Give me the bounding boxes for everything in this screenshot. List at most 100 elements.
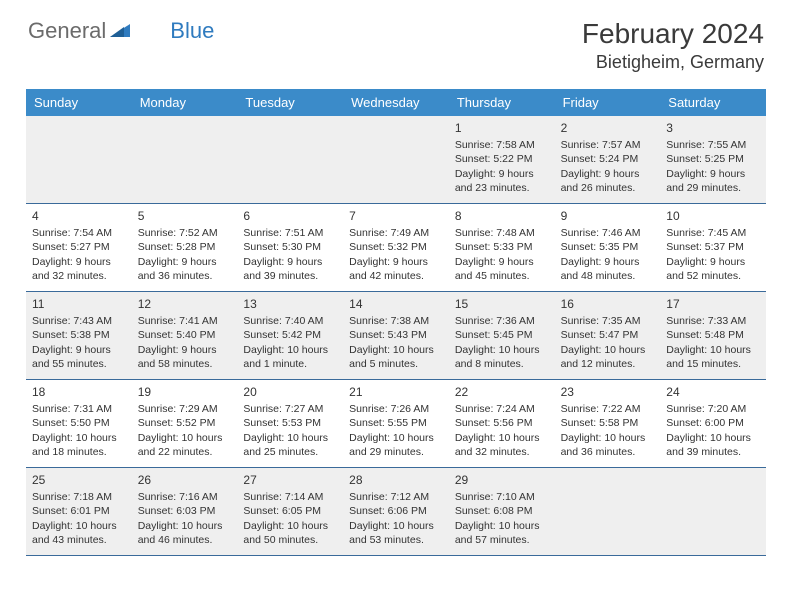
day-number: 4 [32, 208, 126, 224]
sunset-line: Sunset: 5:37 PM [666, 240, 760, 254]
daylight-line: Daylight: 10 hours and 25 minutes. [243, 431, 337, 459]
sunrise-line: Sunrise: 7:45 AM [666, 226, 760, 240]
calendar-cell: 5Sunrise: 7:52 AMSunset: 5:28 PMDaylight… [132, 204, 238, 292]
calendar-cell: 27Sunrise: 7:14 AMSunset: 6:05 PMDayligh… [237, 468, 343, 556]
sunset-line: Sunset: 5:45 PM [455, 328, 549, 342]
logo-text-general: General [28, 18, 106, 44]
daylight-line: Daylight: 10 hours and 18 minutes. [32, 431, 126, 459]
calendar-cell: 26Sunrise: 7:16 AMSunset: 6:03 PMDayligh… [132, 468, 238, 556]
sunset-line: Sunset: 5:53 PM [243, 416, 337, 430]
calendar-cell: 4Sunrise: 7:54 AMSunset: 5:27 PMDaylight… [26, 204, 132, 292]
calendar-cell: 29Sunrise: 7:10 AMSunset: 6:08 PMDayligh… [449, 468, 555, 556]
sunrise-line: Sunrise: 7:57 AM [561, 138, 655, 152]
logo-triangle-icon [110, 21, 130, 42]
day-number: 2 [561, 120, 655, 136]
title-block: February 2024 Bietigheim, Germany [582, 18, 764, 73]
day-number: 18 [32, 384, 126, 400]
daylight-line: Daylight: 9 hours and 52 minutes. [666, 255, 760, 283]
daylight-line: Daylight: 10 hours and 1 minute. [243, 343, 337, 371]
sunrise-line: Sunrise: 7:41 AM [138, 314, 232, 328]
location-label: Bietigheim, Germany [582, 52, 764, 73]
week-row: 11Sunrise: 7:43 AMSunset: 5:38 PMDayligh… [26, 292, 766, 380]
daylight-line: Daylight: 10 hours and 46 minutes. [138, 519, 232, 547]
sunrise-line: Sunrise: 7:29 AM [138, 402, 232, 416]
calendar-cell: 18Sunrise: 7:31 AMSunset: 5:50 PMDayligh… [26, 380, 132, 468]
logo-text-blue: Blue [170, 18, 214, 44]
sunset-line: Sunset: 5:40 PM [138, 328, 232, 342]
calendar-cell: 9Sunrise: 7:46 AMSunset: 5:35 PMDaylight… [555, 204, 661, 292]
daylight-line: Daylight: 10 hours and 8 minutes. [455, 343, 549, 371]
sunset-line: Sunset: 5:43 PM [349, 328, 443, 342]
daylight-line: Daylight: 10 hours and 12 minutes. [561, 343, 655, 371]
sunset-line: Sunset: 5:38 PM [32, 328, 126, 342]
sunset-line: Sunset: 5:30 PM [243, 240, 337, 254]
sunset-line: Sunset: 5:32 PM [349, 240, 443, 254]
sunset-line: Sunset: 5:52 PM [138, 416, 232, 430]
sunset-line: Sunset: 6:00 PM [666, 416, 760, 430]
sunrise-line: Sunrise: 7:36 AM [455, 314, 549, 328]
day-number: 24 [666, 384, 760, 400]
calendar-cell: 6 Sunrise: 7:51 AMSunset: 5:30 PMDaylight… [237, 204, 343, 292]
sunset-line: Sunset: 6:01 PM [32, 504, 126, 518]
day-number: 11 [32, 296, 126, 312]
sunset-line: Sunset: 6:03 PM [138, 504, 232, 518]
day-number: 5 [138, 208, 232, 224]
calendar-cell: 3Sunrise: 7:55 AMSunset: 5:25 PMDaylight… [660, 116, 766, 204]
week-row: 1Sunrise: 7:58 AMSunset: 5:22 PMDaylight… [26, 116, 766, 204]
sunset-line: Sunset: 5:48 PM [666, 328, 760, 342]
sunset-line: Sunset: 6:05 PM [243, 504, 337, 518]
calendar-cell: 14Sunrise: 7:38 AMSunset: 5:43 PMDayligh… [343, 292, 449, 380]
calendar-cell [343, 116, 449, 204]
day-number: 23 [561, 384, 655, 400]
day-number: 1 [455, 120, 549, 136]
day-number: 16 [561, 296, 655, 312]
daylight-line: Daylight: 9 hours and 48 minutes. [561, 255, 655, 283]
day-header-tuesday: Tuesday [237, 89, 343, 116]
day-number: 7 [349, 208, 443, 224]
sunrise-line: Sunrise: 7:51 AM [243, 226, 337, 240]
day-header-friday: Friday [555, 89, 661, 116]
day-number: 27 [243, 472, 337, 488]
calendar-cell [555, 468, 661, 556]
day-header-thursday: Thursday [449, 89, 555, 116]
calendar-cell: 20Sunrise: 7:27 AMSunset: 5:53 PMDayligh… [237, 380, 343, 468]
daylight-line: Daylight: 10 hours and 22 minutes. [138, 431, 232, 459]
day-number: 10 [666, 208, 760, 224]
sunrise-line: Sunrise: 7:55 AM [666, 138, 760, 152]
sunrise-line: Sunrise: 7:48 AM [455, 226, 549, 240]
day-number: 19 [138, 384, 232, 400]
sunset-line: Sunset: 5:42 PM [243, 328, 337, 342]
sunrise-line: Sunrise: 7:40 AM [243, 314, 337, 328]
sunrise-line: Sunrise: 7:18 AM [32, 490, 126, 504]
day-number: 22 [455, 384, 549, 400]
sunset-line: Sunset: 5:47 PM [561, 328, 655, 342]
sunset-line: Sunset: 5:55 PM [349, 416, 443, 430]
calendar-cell: 17Sunrise: 7:33 AMSunset: 5:48 PMDayligh… [660, 292, 766, 380]
day-number: 8 [455, 208, 549, 224]
sunrise-line: Sunrise: 7:58 AM [455, 138, 549, 152]
daylight-line: Daylight: 9 hours and 55 minutes. [32, 343, 126, 371]
calendar-cell: 19 Sunrise: 7:29 AMSunset: 5:52 PMDayligh… [132, 380, 238, 468]
day-number: 6 [243, 208, 337, 224]
sunrise-line: Sunrise: 7:27 AM [243, 402, 337, 416]
calendar-cell: 11Sunrise: 7:43 AMSunset: 5:38 PMDayligh… [26, 292, 132, 380]
week-row: 25Sunrise: 7:18 AMSunset: 6:01 PMDayligh… [26, 468, 766, 556]
calendar-cell: 7Sunrise: 7:49 AMSunset: 5:32 PMDaylight… [343, 204, 449, 292]
calendar-cell: 12Sunrise: 7:41 AMSunset: 5:40 PMDayligh… [132, 292, 238, 380]
sunset-line: Sunset: 6:06 PM [349, 504, 443, 518]
week-row: 18Sunrise: 7:31 AMSunset: 5:50 PMDayligh… [26, 380, 766, 468]
day-number: 17 [666, 296, 760, 312]
logo: General Blue [28, 18, 214, 44]
day-number: 21 [349, 384, 443, 400]
daylight-line: Daylight: 9 hours and 39 minutes. [243, 255, 337, 283]
daylight-line: Daylight: 9 hours and 23 minutes. [455, 167, 549, 195]
calendar-cell: 24Sunrise: 7:20 AMSunset: 6:00 PMDayligh… [660, 380, 766, 468]
calendar-cell: 15Sunrise: 7:36 AMSunset: 5:45 PMDayligh… [449, 292, 555, 380]
sunrise-line: Sunrise: 7:26 AM [349, 402, 443, 416]
sunrise-line: Sunrise: 7:33 AM [666, 314, 760, 328]
sunrise-line: Sunrise: 7:12 AM [349, 490, 443, 504]
sunrise-line: Sunrise: 7:20 AM [666, 402, 760, 416]
sunrise-line: Sunrise: 7:24 AM [455, 402, 549, 416]
daylight-line: Daylight: 9 hours and 26 minutes. [561, 167, 655, 195]
daylight-line: Daylight: 10 hours and 32 minutes. [455, 431, 549, 459]
